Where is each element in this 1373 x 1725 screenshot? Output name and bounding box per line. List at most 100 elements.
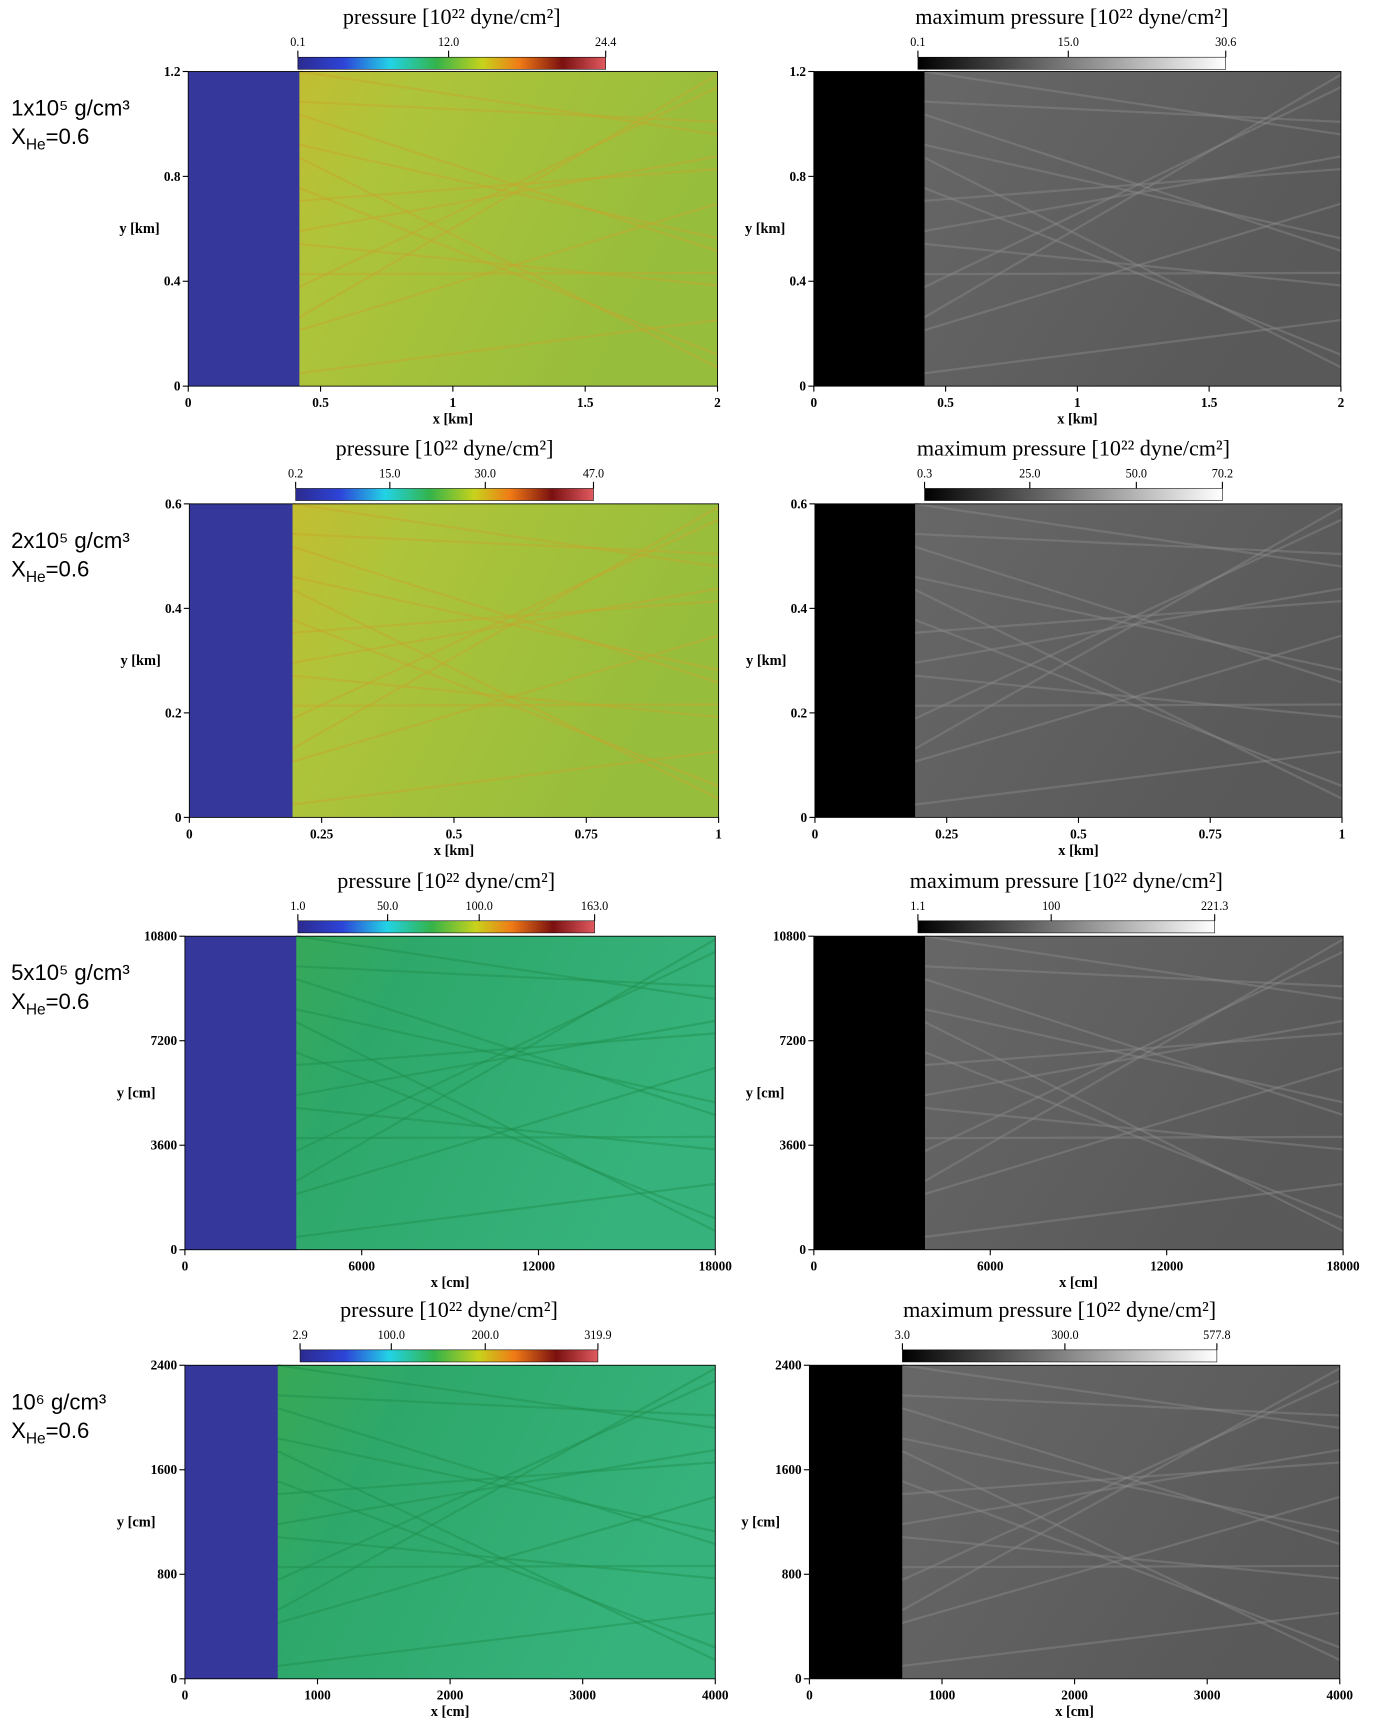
wave-streak	[295, 1021, 716, 1232]
colorbar-title: maximum pressure [10²² dyne/cm²]	[903, 1297, 1216, 1322]
wave-streak	[924, 938, 1344, 1183]
colorbar-title: maximum pressure [10²² dyne/cm²]	[917, 436, 1230, 461]
wave-streak	[902, 1448, 1340, 1526]
colorbar-title: maximum pressure [10²² dyne/cm²]	[910, 868, 1223, 893]
wave-streak	[924, 271, 1341, 276]
x-axis-label: x [km]	[1058, 843, 1098, 859]
colorbar-tick-label: 200.0	[472, 1328, 499, 1342]
unburnt-region	[184, 1365, 278, 1679]
y-tick-label: 0.4	[791, 601, 808, 616]
wave-streak	[914, 502, 1343, 568]
wave-streak	[292, 587, 719, 664]
wave-streak	[277, 1364, 716, 1430]
colorbar-tick-label: 12.0	[438, 35, 459, 49]
colorbar-tick-label: 163.0	[581, 899, 608, 913]
x-tick-label: 2000	[1061, 1688, 1088, 1703]
wave-streak	[299, 318, 718, 375]
y-tick-label: 0.4	[165, 601, 182, 616]
wave-streak	[924, 1135, 1344, 1140]
x-tick-label: 0	[185, 395, 192, 410]
wave-streak	[914, 674, 1343, 719]
colorbar-tick-label: 47.0	[583, 466, 604, 480]
x-axis-label: x [cm]	[431, 1275, 470, 1291]
wave-streak	[292, 618, 720, 788]
row-composition-label: XHe=0.6	[11, 124, 89, 153]
y-tick-label: 800	[782, 1567, 802, 1582]
y-tick-label: 0	[801, 810, 808, 825]
wave-streak	[299, 70, 718, 136]
wave-streak	[295, 1051, 716, 1220]
wave-streak	[296, 1135, 716, 1140]
wave-streak	[902, 1611, 1340, 1668]
wave-streak	[299, 167, 718, 202]
wave-streak	[296, 1106, 716, 1151]
colorbar	[297, 920, 595, 934]
unburnt-region	[189, 503, 293, 818]
wave-streak	[924, 950, 1344, 1152]
x-tick-label: 12000	[1150, 1259, 1184, 1274]
y-tick-label: 0.2	[165, 705, 182, 720]
wave-streak	[277, 1564, 716, 1569]
colorbar-tick-label: 15.0	[1058, 35, 1079, 49]
x-tick-label: 1.5	[1201, 395, 1218, 410]
y-tick-label: 0.8	[789, 169, 806, 184]
x-tick-label: 2	[1338, 395, 1345, 410]
row-density-label: 1x10⁵ g/cm³	[11, 96, 130, 121]
wave-streak	[292, 703, 719, 707]
wave-streak	[277, 1448, 716, 1526]
y-tick-label: 3600	[151, 1138, 178, 1153]
colorbar-tick-label: 0.2	[288, 466, 303, 480]
wave-streak	[924, 186, 1342, 356]
wave-streak	[295, 978, 716, 1116]
wave-streak	[914, 506, 1343, 750]
x-axis-label: x [km]	[434, 843, 474, 859]
x-tick-label: 12000	[522, 1259, 556, 1274]
composition-subscript: He	[26, 1430, 46, 1447]
wave-streak	[924, 318, 1342, 375]
wave-streak	[298, 86, 718, 289]
colorbar	[917, 56, 1227, 70]
wave-streak	[277, 1611, 716, 1668]
y-tick-label: 0.4	[789, 274, 806, 289]
wave-streak	[924, 1051, 1344, 1220]
wave-streak	[277, 1407, 716, 1546]
x-tick-label: 0.5	[446, 826, 463, 841]
colorbar-tick-label: 15.0	[379, 466, 400, 480]
colorbar	[295, 488, 594, 501]
x-tick-label: 1.5	[577, 395, 594, 410]
x-tick-label: 0	[806, 1688, 813, 1703]
colorbar	[924, 488, 1223, 501]
wave-streak	[295, 950, 716, 1152]
composition-symbol: X	[11, 1418, 26, 1443]
wave-streak	[296, 1032, 716, 1067]
x-tick-label: 0	[812, 826, 819, 841]
wave-streak	[299, 202, 718, 332]
x-axis-label: x [km]	[433, 412, 473, 428]
composition-symbol: X	[11, 557, 26, 582]
wave-streak	[901, 1379, 1341, 1582]
colorbar-tick-label: 100.0	[378, 1328, 405, 1342]
y-tick-label: 2400	[151, 1358, 178, 1373]
wave-streak	[924, 155, 1342, 233]
colorbar-tick-label: 221.3	[1201, 899, 1228, 913]
wave-streak	[292, 588, 720, 800]
wave-streak	[901, 1495, 1341, 1625]
colorbar-tick-label: 577.8	[1203, 1328, 1230, 1342]
colorbar-title: maximum pressure [10²² dyne/cm²]	[915, 4, 1228, 29]
y-tick-label: 0	[799, 1242, 806, 1257]
colorbar-tick-label: 50.0	[377, 899, 398, 913]
y-tick-label: 0	[171, 1242, 178, 1257]
wave-streak	[924, 965, 1344, 988]
colorbar-title: pressure [10²² dyne/cm²]	[336, 436, 554, 461]
composition-symbol: X	[11, 989, 26, 1014]
y-axis-label: y [km]	[745, 221, 785, 237]
wave-streak	[298, 73, 719, 319]
wave-streak	[914, 545, 1343, 684]
wave-streak	[924, 70, 1342, 136]
composition-value: =0.6	[46, 124, 90, 149]
wave-streak	[292, 634, 719, 763]
y-axis-label: y [km]	[120, 653, 160, 669]
y-tick-label: 1.2	[164, 64, 181, 79]
wave-streak	[296, 1008, 716, 1104]
x-axis-label: x [cm]	[431, 1704, 470, 1720]
